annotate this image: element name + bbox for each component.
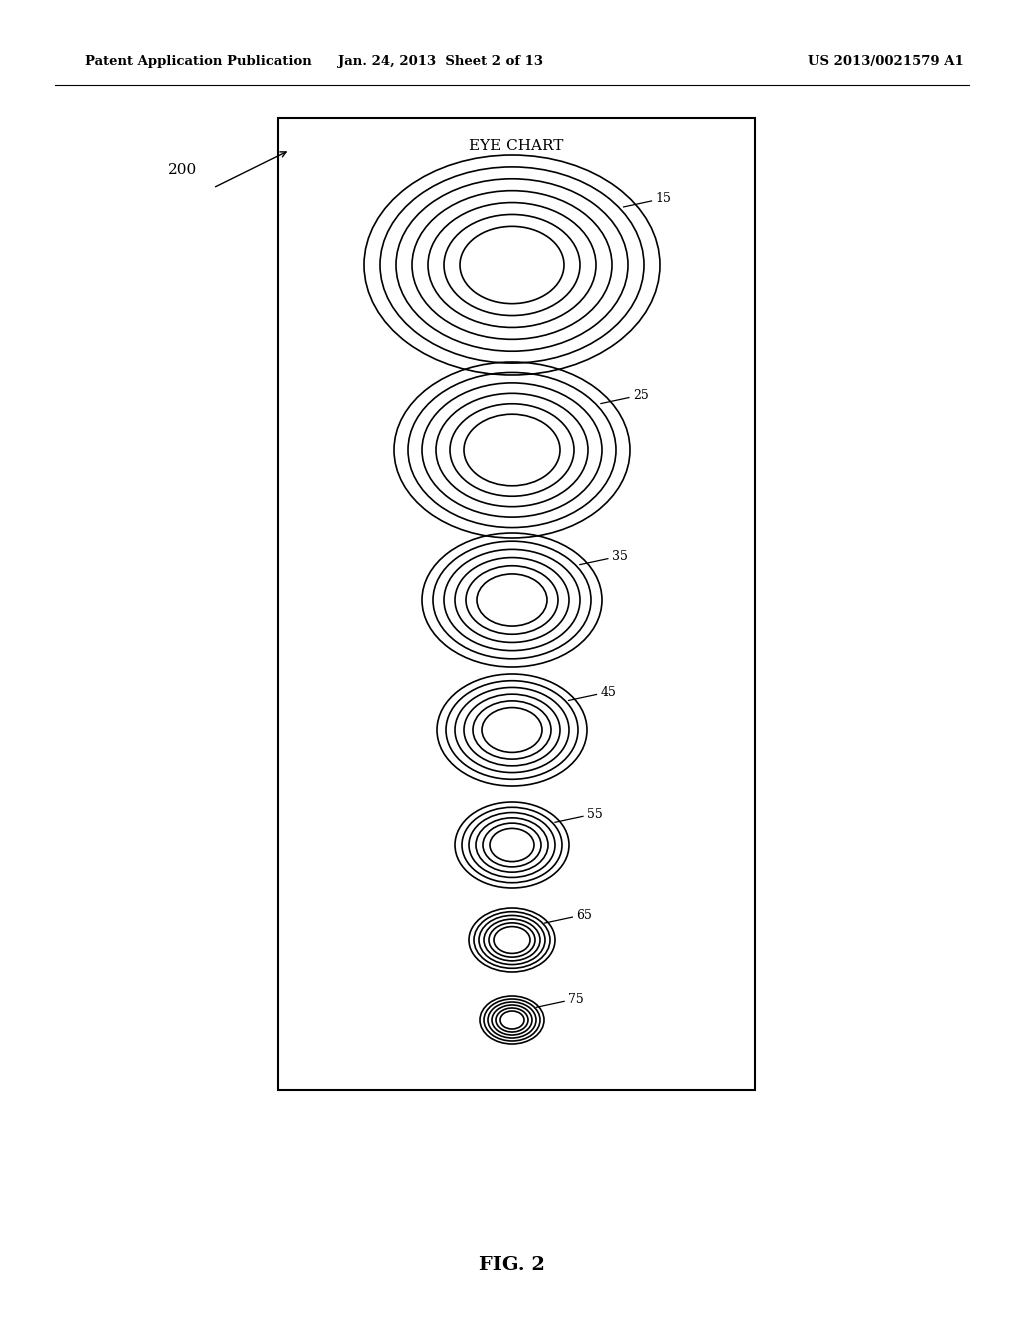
Text: 45: 45 (600, 686, 616, 700)
Text: FIG. 2: FIG. 2 (479, 1257, 545, 1274)
Text: Jan. 24, 2013  Sheet 2 of 13: Jan. 24, 2013 Sheet 2 of 13 (338, 55, 543, 69)
Text: 55: 55 (587, 808, 603, 821)
Text: 65: 65 (577, 908, 592, 921)
Text: EYE CHART: EYE CHART (469, 139, 563, 153)
Bar (278, 117, 755, 1090)
Text: 35: 35 (611, 550, 628, 564)
Text: US 2013/0021579 A1: US 2013/0021579 A1 (808, 55, 964, 69)
Text: 200: 200 (168, 162, 198, 177)
Text: 25: 25 (633, 389, 648, 403)
Text: 75: 75 (568, 993, 584, 1006)
Text: 15: 15 (655, 193, 672, 206)
Text: Patent Application Publication: Patent Application Publication (85, 55, 311, 69)
